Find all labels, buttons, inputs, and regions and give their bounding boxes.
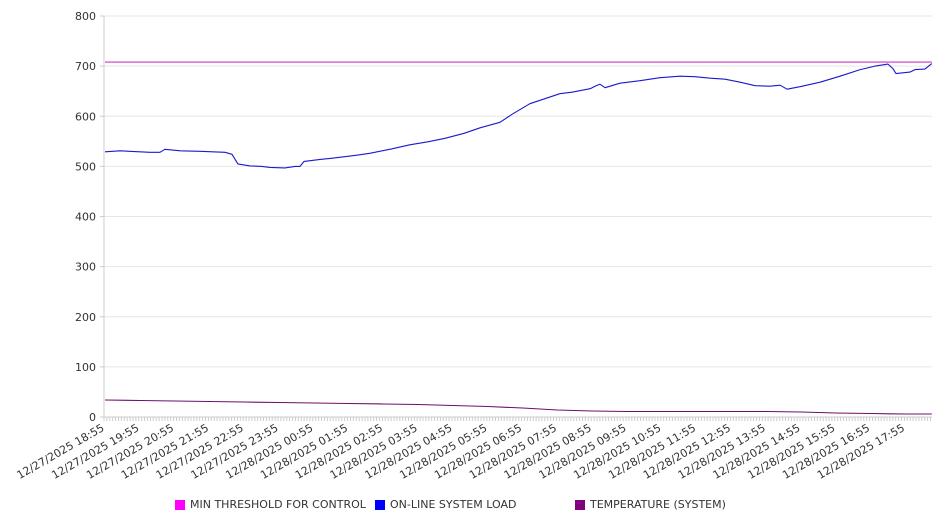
legend-item-system-load[interactable]: ON-LINE SYSTEM LOAD [375,498,516,511]
legend-label: ON-LINE SYSTEM LOAD [390,498,517,511]
legend-label: MIN THRESHOLD FOR CONTROL [190,498,366,511]
y-tick-label: 800 [75,10,96,23]
y-tick-label: 200 [75,311,96,324]
series-line-1 [104,63,933,169]
gridlines [104,15,932,368]
y-tick-label: 500 [75,160,96,173]
y-tick-label: 600 [75,110,96,123]
legend-swatch [575,499,585,510]
y-tick-label: 700 [75,60,96,73]
series-lines [104,61,933,415]
legend-swatch [375,499,385,510]
y-tick-label: 400 [75,211,96,224]
y-axis: 0 100 200 300 400 500 600 700 800 [75,10,105,424]
y-tick-label: 100 [75,361,96,374]
legend-swatch [175,499,185,510]
legend-item-threshold[interactable]: MIN THRESHOLD FOR CONTROL [175,498,366,511]
legend: MIN THRESHOLD FOR CONTROL ON-LINE SYSTEM… [0,498,946,514]
legend-label: TEMPERATURE (SYSTEM) [590,498,726,511]
series-line-2 [104,399,932,415]
y-tick-label: 0 [89,411,96,424]
y-tick-label: 300 [75,261,96,274]
legend-item-temperature[interactable]: TEMPERATURE (SYSTEM) [575,498,726,511]
